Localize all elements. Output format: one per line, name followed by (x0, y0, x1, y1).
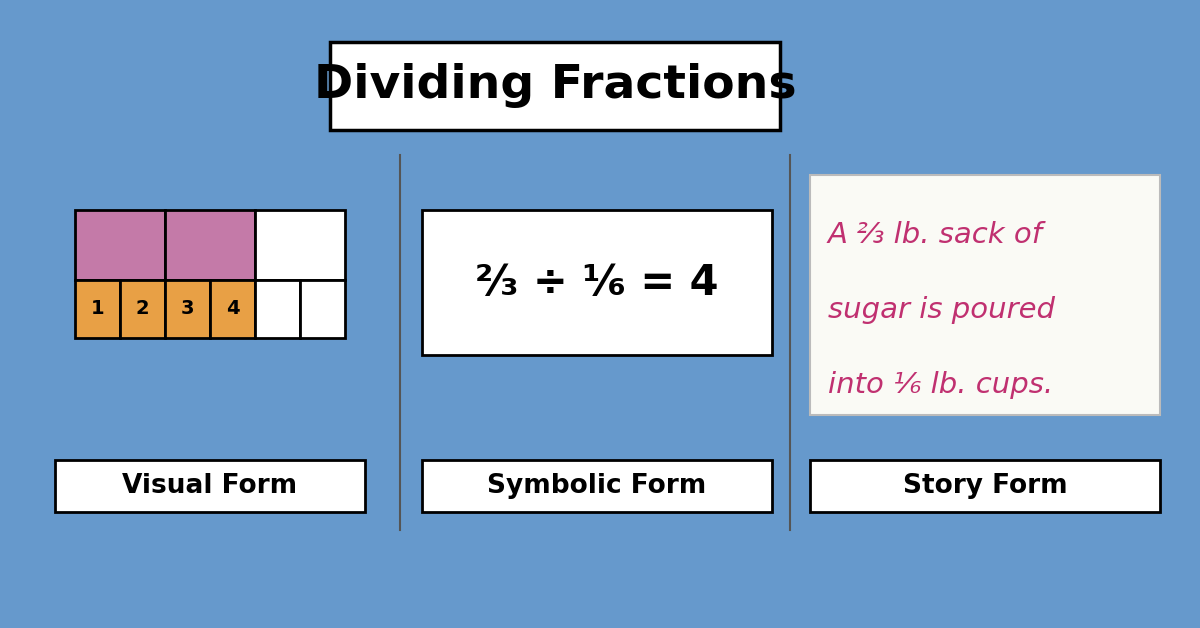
Bar (256, 280, 300, 338)
Bar (422, 460, 772, 512)
Text: ²⁄₃ ÷ ¹⁄₆ = 4: ²⁄₃ ÷ ¹⁄₆ = 4 (475, 261, 719, 303)
Bar (256, 210, 346, 280)
Bar (300, 280, 346, 338)
Bar (810, 175, 1160, 415)
Text: 2: 2 (136, 300, 149, 318)
Bar (210, 280, 256, 338)
Bar (422, 210, 772, 355)
Bar (74, 280, 120, 338)
Bar (166, 210, 256, 280)
Bar (120, 280, 166, 338)
Text: Story Form: Story Form (902, 473, 1067, 499)
Text: 1: 1 (91, 300, 104, 318)
Bar (810, 460, 1160, 512)
Text: sugar is poured: sugar is poured (828, 296, 1055, 324)
Text: Dividing Fractions: Dividing Fractions (313, 63, 797, 109)
Bar (330, 42, 780, 130)
Text: Symbolic Form: Symbolic Form (487, 473, 707, 499)
Text: A ⅔ lb. sack of: A ⅔ lb. sack of (828, 221, 1043, 249)
Bar (166, 280, 210, 338)
Text: 4: 4 (226, 300, 239, 318)
Text: 3: 3 (181, 300, 194, 318)
Bar (74, 210, 166, 280)
Text: into ⅙ lb. cups.: into ⅙ lb. cups. (828, 371, 1054, 399)
Text: Visual Form: Visual Form (122, 473, 298, 499)
Bar (55, 460, 365, 512)
